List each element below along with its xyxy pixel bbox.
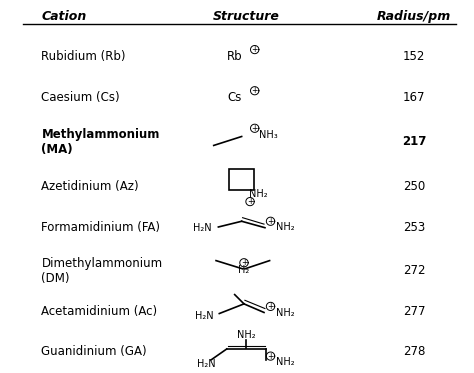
Text: H₂: H₂ bbox=[238, 264, 250, 275]
Text: +: + bbox=[267, 302, 273, 311]
Text: NH₂: NH₂ bbox=[237, 330, 255, 340]
Text: H₂N: H₂N bbox=[193, 223, 211, 233]
Text: +: + bbox=[241, 258, 247, 267]
Text: Rubidium (Rb): Rubidium (Rb) bbox=[41, 50, 126, 63]
Text: NH₂: NH₂ bbox=[276, 357, 294, 367]
Text: NH₂: NH₂ bbox=[249, 189, 267, 200]
Text: +: + bbox=[267, 217, 273, 226]
Text: H₂N: H₂N bbox=[195, 311, 214, 321]
Text: Caesium (Cs): Caesium (Cs) bbox=[41, 91, 120, 104]
Text: 278: 278 bbox=[403, 345, 425, 358]
Text: Radius/pm: Radius/pm bbox=[377, 10, 451, 23]
Text: 152: 152 bbox=[403, 50, 425, 63]
Text: 250: 250 bbox=[403, 180, 425, 193]
Text: Rb: Rb bbox=[227, 50, 243, 63]
Text: Methylammonium
(MA): Methylammonium (MA) bbox=[41, 128, 160, 156]
Text: 167: 167 bbox=[403, 91, 425, 104]
Text: Guanidinium (GA): Guanidinium (GA) bbox=[41, 345, 147, 358]
Text: Dimethylammonium
(DM): Dimethylammonium (DM) bbox=[41, 257, 163, 285]
Text: 217: 217 bbox=[402, 135, 426, 148]
Text: +: + bbox=[252, 86, 258, 95]
Text: +: + bbox=[267, 352, 273, 361]
Text: Cation: Cation bbox=[41, 10, 87, 23]
Text: Structure: Structure bbox=[213, 10, 280, 23]
Text: +: + bbox=[252, 45, 258, 54]
Text: +: + bbox=[252, 124, 258, 133]
Text: H₂N: H₂N bbox=[197, 359, 216, 369]
Text: NH₂: NH₂ bbox=[276, 222, 294, 232]
Text: 253: 253 bbox=[403, 221, 425, 234]
Text: 272: 272 bbox=[403, 264, 425, 277]
Text: Azetidinium (Az): Azetidinium (Az) bbox=[41, 180, 139, 193]
Text: NH₃: NH₃ bbox=[259, 131, 278, 140]
Text: +: + bbox=[247, 197, 253, 206]
Text: Formamidinium (FA): Formamidinium (FA) bbox=[41, 221, 160, 234]
Text: 277: 277 bbox=[403, 305, 425, 318]
Text: Cs: Cs bbox=[228, 91, 242, 104]
Text: NH₂: NH₂ bbox=[276, 308, 294, 318]
Text: Acetamidinium (Ac): Acetamidinium (Ac) bbox=[41, 305, 157, 318]
